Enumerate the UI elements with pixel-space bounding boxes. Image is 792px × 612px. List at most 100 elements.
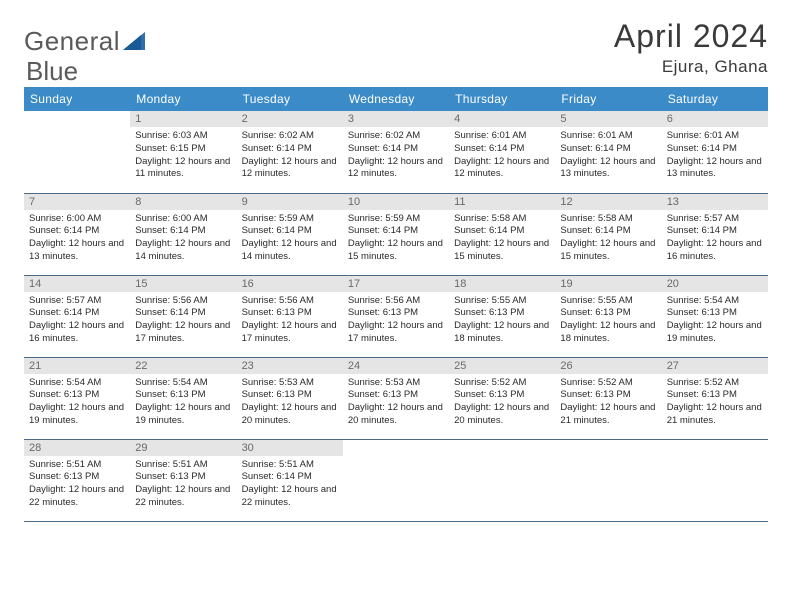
calendar-day-cell: 27Sunrise: 5:52 AMSunset: 6:13 PMDayligh…: [662, 357, 768, 439]
day-number: 18: [449, 276, 555, 292]
calendar-table: SundayMondayTuesdayWednesdayThursdayFrid…: [24, 87, 768, 522]
calendar-day-cell: 10Sunrise: 5:59 AMSunset: 6:14 PMDayligh…: [343, 193, 449, 275]
calendar-empty-cell: [662, 439, 768, 521]
calendar-day-cell: 5Sunrise: 6:01 AMSunset: 6:14 PMDaylight…: [555, 111, 661, 193]
day-details: Sunrise: 5:58 AMSunset: 6:14 PMDaylight:…: [555, 210, 661, 266]
calendar-day-cell: 2Sunrise: 6:02 AMSunset: 6:14 PMDaylight…: [237, 111, 343, 193]
calendar-day-cell: 23Sunrise: 5:53 AMSunset: 6:13 PMDayligh…: [237, 357, 343, 439]
calendar-body: 1Sunrise: 6:03 AMSunset: 6:15 PMDaylight…: [24, 111, 768, 521]
location-text: Ejura, Ghana: [614, 57, 768, 77]
day-details: Sunrise: 5:56 AMSunset: 6:13 PMDaylight:…: [237, 292, 343, 348]
calendar-weekday-header: SundayMondayTuesdayWednesdayThursdayFrid…: [24, 87, 768, 111]
day-details: Sunrise: 5:51 AMSunset: 6:13 PMDaylight:…: [130, 456, 236, 512]
day-details: Sunrise: 6:00 AMSunset: 6:14 PMDaylight:…: [24, 210, 130, 266]
calendar-empty-cell: [555, 439, 661, 521]
brand-logo: General: [24, 26, 147, 57]
calendar-day-cell: 8Sunrise: 6:00 AMSunset: 6:14 PMDaylight…: [130, 193, 236, 275]
day-details: Sunrise: 5:55 AMSunset: 6:13 PMDaylight:…: [449, 292, 555, 348]
day-number: 7: [24, 194, 130, 210]
day-number: 5: [555, 111, 661, 127]
calendar-day-cell: 7Sunrise: 6:00 AMSunset: 6:14 PMDaylight…: [24, 193, 130, 275]
day-details: Sunrise: 5:52 AMSunset: 6:13 PMDaylight:…: [555, 374, 661, 430]
calendar-day-cell: 6Sunrise: 6:01 AMSunset: 6:14 PMDaylight…: [662, 111, 768, 193]
day-details: Sunrise: 5:51 AMSunset: 6:14 PMDaylight:…: [237, 456, 343, 512]
day-number: 15: [130, 276, 236, 292]
day-number: 17: [343, 276, 449, 292]
month-title: April 2024: [614, 18, 768, 55]
calendar-row: 28Sunrise: 5:51 AMSunset: 6:13 PMDayligh…: [24, 439, 768, 521]
triangle-icon: [123, 26, 145, 57]
day-number: 27: [662, 358, 768, 374]
title-block: April 2024 Ejura, Ghana: [614, 18, 768, 77]
day-number: 30: [237, 440, 343, 456]
day-number: 12: [555, 194, 661, 210]
day-details: Sunrise: 5:56 AMSunset: 6:14 PMDaylight:…: [130, 292, 236, 348]
calendar-row: 14Sunrise: 5:57 AMSunset: 6:14 PMDayligh…: [24, 275, 768, 357]
day-details: Sunrise: 5:52 AMSunset: 6:13 PMDaylight:…: [662, 374, 768, 430]
calendar-row: 21Sunrise: 5:54 AMSunset: 6:13 PMDayligh…: [24, 357, 768, 439]
day-details: Sunrise: 5:54 AMSunset: 6:13 PMDaylight:…: [662, 292, 768, 348]
weekday-header: Sunday: [24, 87, 130, 111]
weekday-header: Saturday: [662, 87, 768, 111]
day-number: 19: [555, 276, 661, 292]
day-number: 1: [130, 111, 236, 127]
day-details: Sunrise: 6:01 AMSunset: 6:14 PMDaylight:…: [449, 127, 555, 183]
calendar-day-cell: 16Sunrise: 5:56 AMSunset: 6:13 PMDayligh…: [237, 275, 343, 357]
weekday-header: Thursday: [449, 87, 555, 111]
weekday-header: Tuesday: [237, 87, 343, 111]
calendar-day-cell: 24Sunrise: 5:53 AMSunset: 6:13 PMDayligh…: [343, 357, 449, 439]
day-number: 8: [130, 194, 236, 210]
calendar-day-cell: 21Sunrise: 5:54 AMSunset: 6:13 PMDayligh…: [24, 357, 130, 439]
calendar-day-cell: 17Sunrise: 5:56 AMSunset: 6:13 PMDayligh…: [343, 275, 449, 357]
calendar-day-cell: 22Sunrise: 5:54 AMSunset: 6:13 PMDayligh…: [130, 357, 236, 439]
brand-text-2: Blue: [26, 56, 78, 87]
day-number: 20: [662, 276, 768, 292]
calendar-day-cell: 11Sunrise: 5:58 AMSunset: 6:14 PMDayligh…: [449, 193, 555, 275]
day-details: Sunrise: 5:56 AMSunset: 6:13 PMDaylight:…: [343, 292, 449, 348]
day-details: Sunrise: 6:01 AMSunset: 6:14 PMDaylight:…: [555, 127, 661, 183]
day-number: 11: [449, 194, 555, 210]
weekday-header: Monday: [130, 87, 236, 111]
day-number: 16: [237, 276, 343, 292]
day-number: 23: [237, 358, 343, 374]
day-details: Sunrise: 5:57 AMSunset: 6:14 PMDaylight:…: [24, 292, 130, 348]
calendar-day-cell: 18Sunrise: 5:55 AMSunset: 6:13 PMDayligh…: [449, 275, 555, 357]
day-details: Sunrise: 5:59 AMSunset: 6:14 PMDaylight:…: [237, 210, 343, 266]
day-details: Sunrise: 5:53 AMSunset: 6:13 PMDaylight:…: [343, 374, 449, 430]
day-details: Sunrise: 5:57 AMSunset: 6:14 PMDaylight:…: [662, 210, 768, 266]
day-number: 13: [662, 194, 768, 210]
calendar-day-cell: 14Sunrise: 5:57 AMSunset: 6:14 PMDayligh…: [24, 275, 130, 357]
day-details: Sunrise: 5:58 AMSunset: 6:14 PMDaylight:…: [449, 210, 555, 266]
day-details: Sunrise: 6:01 AMSunset: 6:14 PMDaylight:…: [662, 127, 768, 183]
day-details: Sunrise: 5:55 AMSunset: 6:13 PMDaylight:…: [555, 292, 661, 348]
calendar-day-cell: 1Sunrise: 6:03 AMSunset: 6:15 PMDaylight…: [130, 111, 236, 193]
calendar-day-cell: 30Sunrise: 5:51 AMSunset: 6:14 PMDayligh…: [237, 439, 343, 521]
weekday-header: Friday: [555, 87, 661, 111]
calendar-day-cell: 15Sunrise: 5:56 AMSunset: 6:14 PMDayligh…: [130, 275, 236, 357]
day-details: Sunrise: 6:00 AMSunset: 6:14 PMDaylight:…: [130, 210, 236, 266]
calendar-day-cell: 4Sunrise: 6:01 AMSunset: 6:14 PMDaylight…: [449, 111, 555, 193]
calendar-day-cell: 9Sunrise: 5:59 AMSunset: 6:14 PMDaylight…: [237, 193, 343, 275]
day-details: Sunrise: 5:51 AMSunset: 6:13 PMDaylight:…: [24, 456, 130, 512]
calendar-day-cell: 13Sunrise: 5:57 AMSunset: 6:14 PMDayligh…: [662, 193, 768, 275]
calendar-day-cell: 28Sunrise: 5:51 AMSunset: 6:13 PMDayligh…: [24, 439, 130, 521]
calendar-empty-cell: [343, 439, 449, 521]
day-number: 22: [130, 358, 236, 374]
day-number: 28: [24, 440, 130, 456]
calendar-row: 7Sunrise: 6:00 AMSunset: 6:14 PMDaylight…: [24, 193, 768, 275]
calendar-row: 1Sunrise: 6:03 AMSunset: 6:15 PMDaylight…: [24, 111, 768, 193]
day-number: 26: [555, 358, 661, 374]
day-number: 29: [130, 440, 236, 456]
day-details: Sunrise: 5:59 AMSunset: 6:14 PMDaylight:…: [343, 210, 449, 266]
calendar-empty-cell: [24, 111, 130, 193]
brand-text-1: General: [24, 26, 120, 57]
day-number: 2: [237, 111, 343, 127]
day-details: Sunrise: 5:52 AMSunset: 6:13 PMDaylight:…: [449, 374, 555, 430]
day-number: 3: [343, 111, 449, 127]
calendar-day-cell: 20Sunrise: 5:54 AMSunset: 6:13 PMDayligh…: [662, 275, 768, 357]
day-details: Sunrise: 5:54 AMSunset: 6:13 PMDaylight:…: [24, 374, 130, 430]
day-number: 9: [237, 194, 343, 210]
calendar-day-cell: 26Sunrise: 5:52 AMSunset: 6:13 PMDayligh…: [555, 357, 661, 439]
calendar-day-cell: 19Sunrise: 5:55 AMSunset: 6:13 PMDayligh…: [555, 275, 661, 357]
day-details: Sunrise: 6:02 AMSunset: 6:14 PMDaylight:…: [343, 127, 449, 183]
